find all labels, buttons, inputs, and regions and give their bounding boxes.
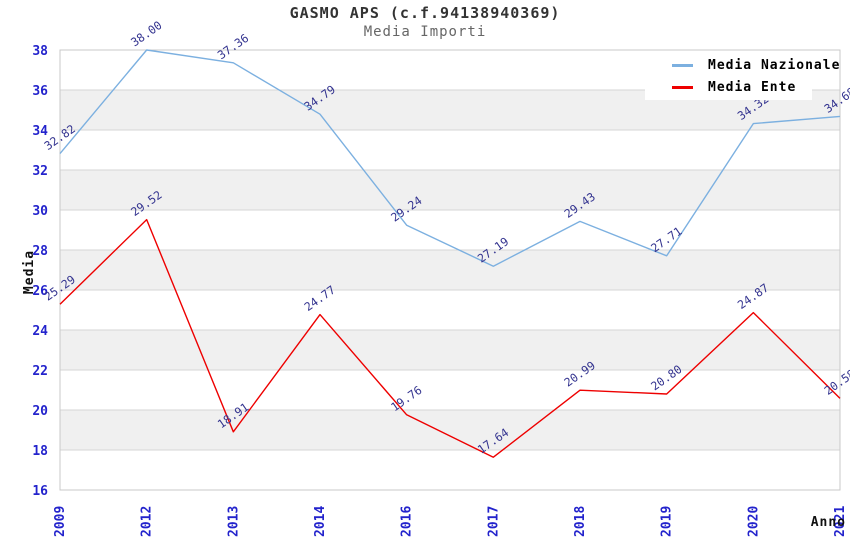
y-axis-title: Media (22, 249, 37, 295)
legend-item-media-ente: Media Ente (645, 80, 812, 95)
y-tick-label: 16 (32, 484, 48, 499)
chart-title: GASMO APS (c.f.94138940369) (289, 4, 561, 22)
legend-label-media-ente: Media Ente (708, 79, 797, 95)
plot-band (60, 450, 840, 490)
x-tick-label: 2014 (313, 506, 328, 537)
y-tick-label: 22 (32, 364, 48, 379)
legend-line-swatch-nazionale-icon (672, 63, 693, 67)
y-tick-label: 38 (32, 44, 48, 59)
x-tick-label: 2012 (140, 506, 155, 537)
plot-band (60, 250, 840, 290)
x-tick-label: 2018 (573, 506, 588, 537)
legend-line-swatch-ente-icon (672, 85, 693, 89)
y-tick-label: 28 (32, 244, 48, 259)
plot-band (60, 170, 840, 210)
y-tick-label: 20 (32, 404, 48, 419)
y-tick-label: 26 (32, 284, 48, 299)
legend: Media Nazionale Media Ente (645, 52, 839, 100)
plot-border (59, 49, 841, 491)
plot-band (60, 130, 840, 170)
y-tick-label: 30 (32, 204, 48, 219)
legend-label-media-nazionale: Media Nazionale (708, 57, 841, 73)
x-tick-label: 2019 (660, 506, 675, 537)
x-tick-label: 2017 (486, 506, 501, 537)
y-tick-label: 24 (32, 324, 48, 339)
plot-band (60, 410, 840, 450)
y-tick-label: 36 (32, 84, 48, 99)
x-tick-label: 2021 (833, 506, 848, 537)
x-tick-label: 2013 (226, 506, 241, 537)
y-tick-label: 18 (32, 444, 48, 459)
x-tick-label: 2009 (53, 506, 68, 537)
x-axis-title: Anno (810, 515, 846, 530)
y-tick-label: 32 (32, 164, 48, 179)
plot-band (60, 290, 840, 330)
x-tick-label: 2020 (746, 506, 761, 537)
legend-item-media-nazionale: Media Nazionale (645, 58, 839, 73)
series-line-media-ente (59, 218, 841, 458)
x-tick-label: 2016 (400, 506, 415, 537)
plot-band (60, 210, 840, 250)
plot-band (60, 370, 840, 410)
chart-subtitle: Media Importi (363, 24, 487, 40)
series-line-media-nazionale (59, 49, 841, 267)
y-tick-label: 34 (32, 124, 48, 139)
plot-band (60, 330, 840, 370)
